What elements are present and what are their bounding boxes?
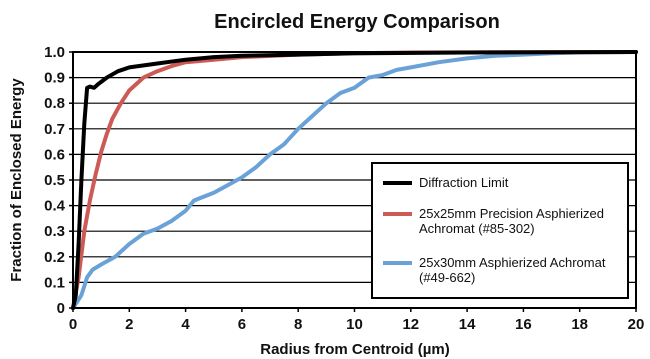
y-tick-label: 0.7 [44, 121, 65, 138]
y-tick-label: 0.2 [44, 249, 65, 266]
chart-title: Encircled Energy Comparison [214, 11, 500, 33]
y-tick-label: 0.8 [44, 95, 65, 112]
x-tick-label: 8 [294, 316, 302, 333]
y-tick-label: 1.0 [44, 44, 65, 61]
y-tick-label: 0.5 [44, 172, 65, 189]
x-tick-label: 14 [459, 316, 476, 333]
y-tick-label: 0.4 [44, 198, 66, 215]
y-tick-label: 0 [57, 300, 65, 317]
x-axis-label: Radius from Centroid (µm) [260, 341, 449, 358]
y-tick-label: 0.3 [44, 223, 65, 240]
y-tick-label: 0.9 [44, 70, 65, 87]
y-axis-label: Fraction of Enclosed Energy [8, 78, 25, 282]
legend-box [371, 162, 629, 299]
x-tick-label: 4 [181, 316, 190, 333]
x-tick-label: 6 [238, 316, 246, 333]
x-tick-label: 12 [402, 316, 419, 333]
x-tick-label: 2 [125, 316, 133, 333]
y-tick-label: 0.6 [44, 146, 65, 163]
legend-label: 25x30mm Asphierized Achromat (#49-662) [419, 255, 606, 285]
series-lines [71, 50, 638, 310]
x-tick-label: 0 [69, 316, 77, 333]
x-tick-label: 16 [515, 316, 532, 333]
legend-label: 25x25mm Precision Asphierized Achromat (#… [419, 206, 604, 236]
y-tick-label: 0.1 [44, 274, 65, 291]
series-line-1 [71, 50, 638, 310]
x-tick-label: 10 [346, 316, 363, 333]
series-line-3 [71, 50, 638, 310]
tick-labels: 0 0.1 0.2 0.3 0.4 0.5 0.6 0.7 0.8 0.9 1.0 0 2 4 6 8 10 12… [44, 44, 644, 333]
legend: Diffraction Limit 25x25mm Precision Asphi… [371, 162, 629, 299]
x-tick-label: 20 [628, 316, 645, 333]
legend-label: Diffraction Limit [419, 175, 509, 190]
x-tick-label: 18 [571, 316, 588, 333]
plot-frame [72, 51, 637, 309]
